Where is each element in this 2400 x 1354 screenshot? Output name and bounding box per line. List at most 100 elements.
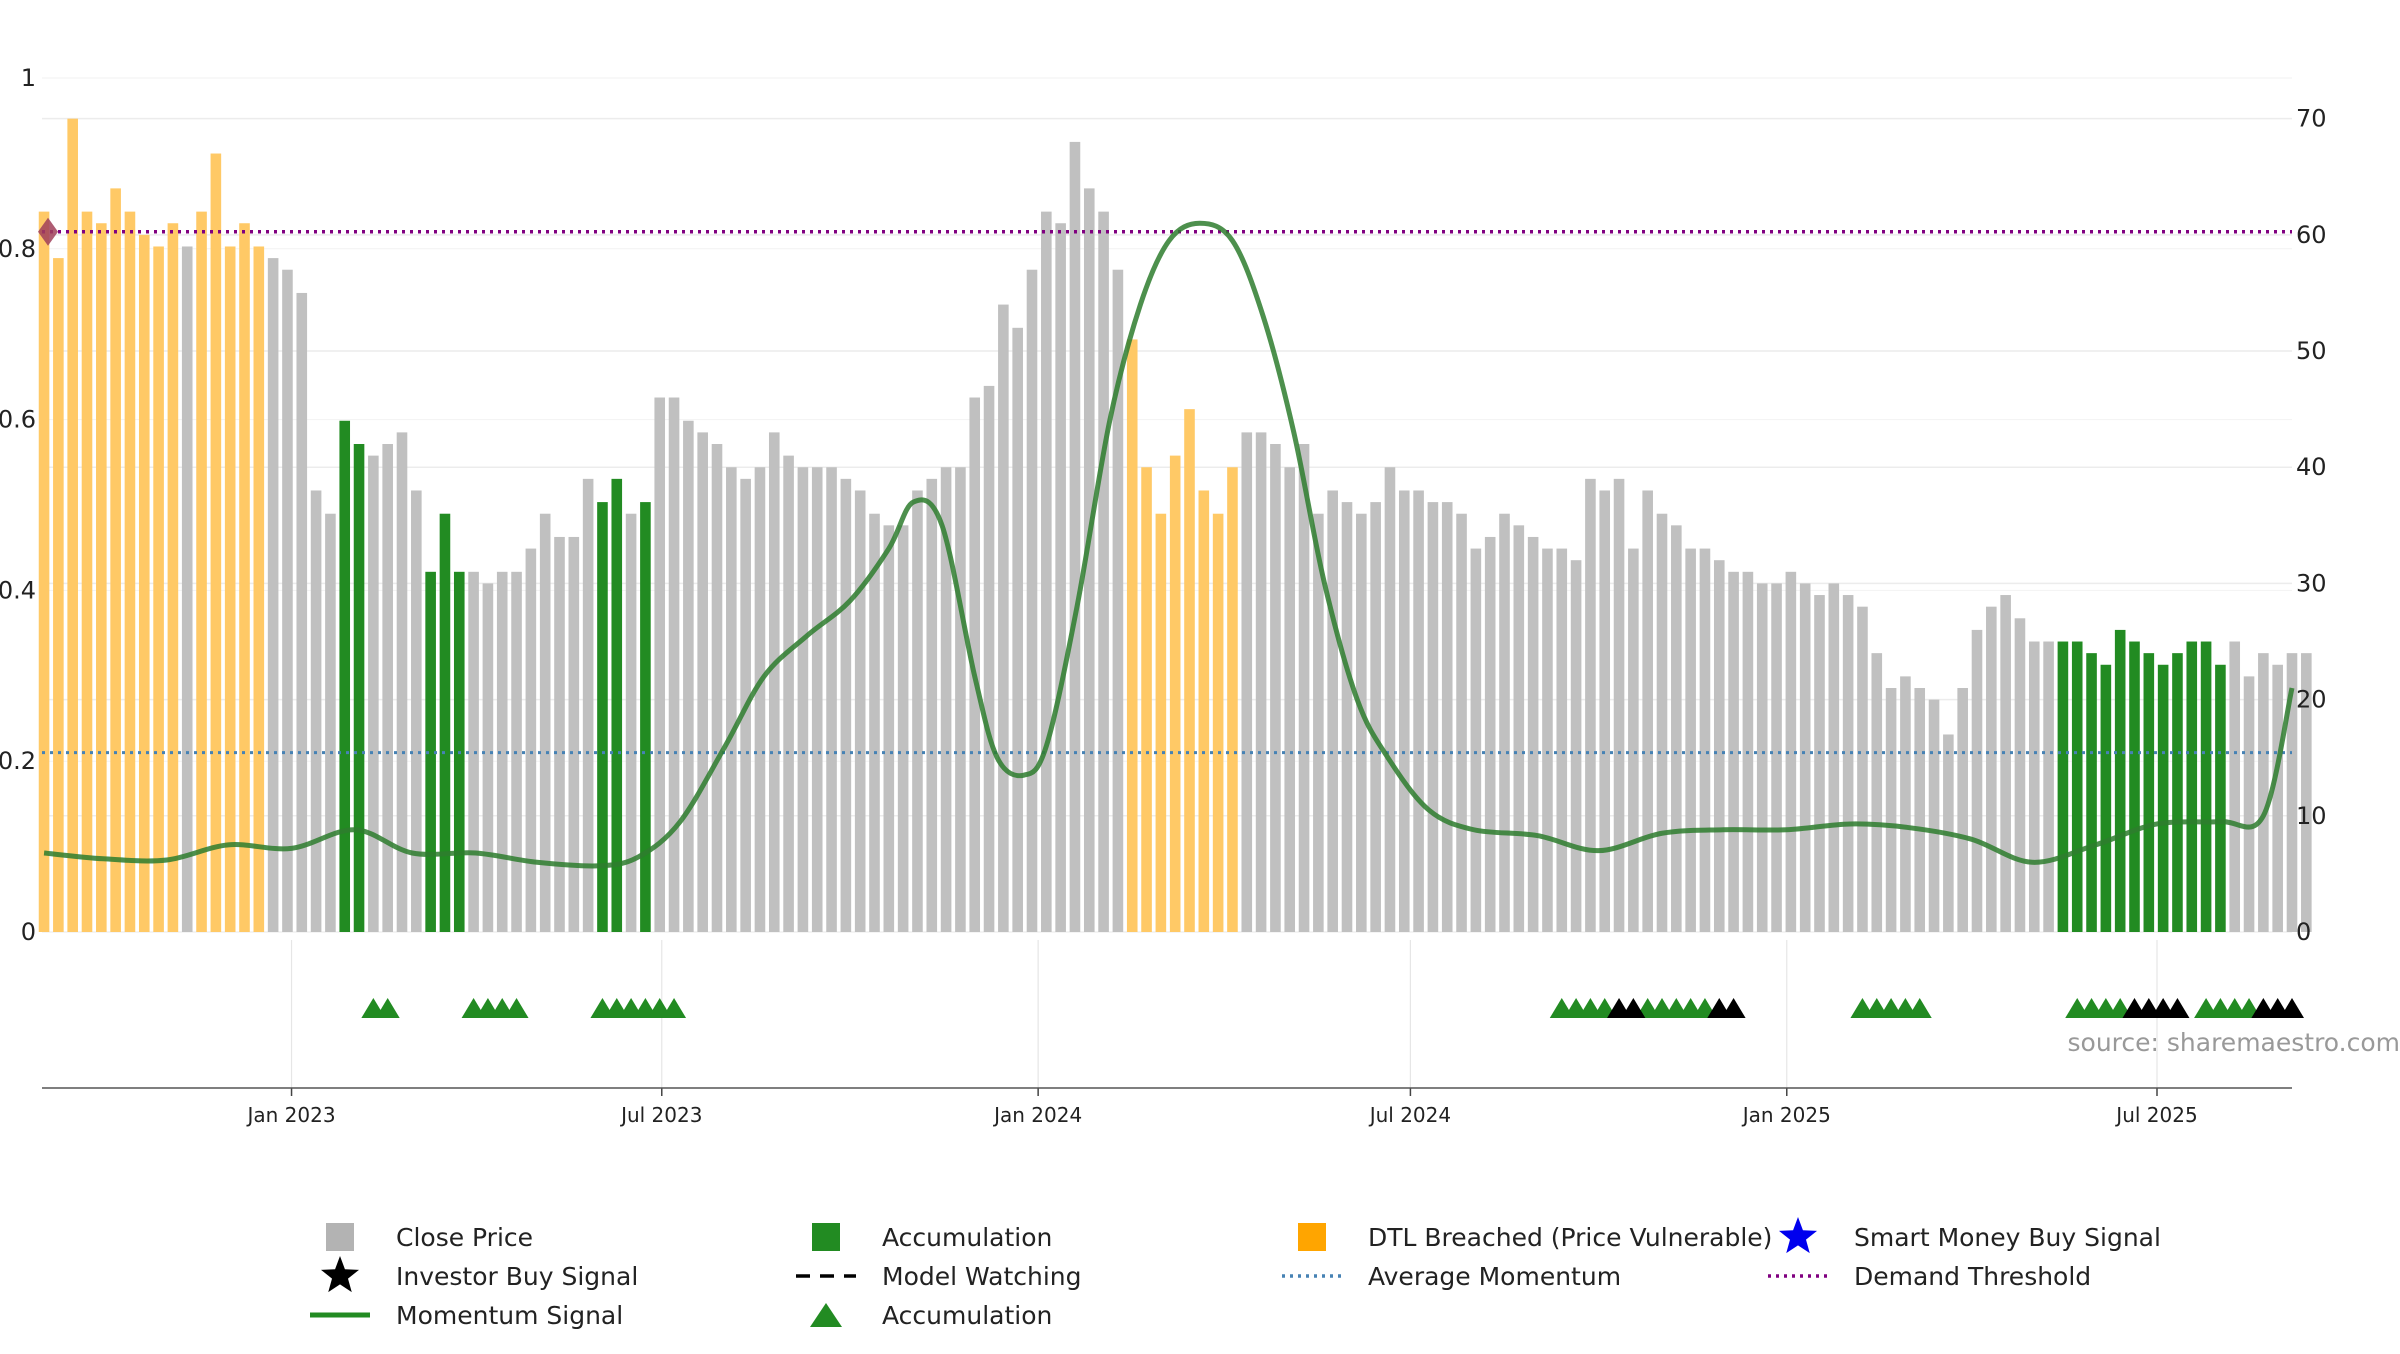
price-bar: [1055, 223, 1066, 932]
legend-item: Accumulation: [810, 1301, 1052, 1330]
price-bar: [1041, 212, 1052, 932]
price-bar: [1571, 560, 1582, 932]
left-axis-tick-label: 0: [21, 918, 36, 946]
bars-layer: [39, 119, 2312, 932]
price-bar: [912, 490, 923, 932]
price-bar: [1700, 549, 1711, 932]
price-bar: [1871, 653, 1882, 932]
price-bar: [153, 246, 164, 932]
right-axis-tick-label: 70: [2296, 105, 2327, 133]
price-bar: [1800, 583, 1811, 932]
legend-label: Close Price: [396, 1223, 533, 1252]
price-bar: [1012, 328, 1023, 932]
price-bar: [2186, 642, 2197, 932]
price-bar: [1642, 490, 1653, 932]
price-bar: [1957, 688, 1968, 932]
legend-label: DTL Breached (Price Vulnerable): [1368, 1223, 1772, 1252]
price-bar: [411, 490, 422, 932]
price-bar: [554, 537, 565, 932]
price-bar: [440, 514, 451, 932]
price-bar: [1728, 572, 1739, 932]
price-bar: [53, 258, 64, 932]
price-bar: [1471, 549, 1482, 932]
price-bar: [998, 305, 1009, 932]
price-bar: [1857, 607, 1868, 932]
price-bar: [1929, 700, 1940, 932]
x-axis-tick-label: Jan 2023: [245, 1103, 335, 1127]
x-axis-tick-label: Jul 2025: [2114, 1103, 2197, 1127]
price-bar: [1757, 583, 1768, 932]
price-bar: [39, 212, 50, 932]
price-bar: [96, 223, 107, 932]
legend-item: DTL Breached (Price Vulnerable): [1298, 1223, 1772, 1252]
price-bar: [1327, 490, 1338, 932]
price-bar: [282, 270, 293, 932]
price-bar: [1070, 142, 1081, 932]
price-bar: [1098, 212, 1109, 932]
price-bar: [1284, 467, 1295, 932]
legend: Close Price Accumulation DTL Breached (Pri…: [310, 1217, 2161, 1330]
price-bar: [2086, 653, 2097, 932]
price-bar: [783, 456, 794, 932]
price-bar: [2158, 665, 2169, 932]
price-bar: [2229, 642, 2240, 932]
price-bar: [1399, 490, 1410, 932]
legend-label: Average Momentum: [1368, 1262, 1621, 1291]
price-bar: [1370, 502, 1381, 932]
legend-item: Smart Money Buy Signal: [1854, 1223, 2161, 1252]
price-bar: [2215, 665, 2226, 932]
price-bar: [2144, 653, 2155, 932]
right-axis-tick-label: 10: [2296, 802, 2327, 830]
price-bar: [2015, 618, 2026, 932]
price-bar: [626, 514, 637, 932]
price-bar: [884, 525, 895, 932]
price-bar: [1270, 444, 1281, 932]
price-bar: [1914, 688, 1925, 932]
price-bar: [1413, 490, 1424, 932]
price-bar: [1900, 676, 1911, 932]
price-bar: [955, 467, 966, 932]
price-bar: [1385, 467, 1396, 932]
momentum-signal-line: [44, 223, 2292, 866]
price-bar: [898, 525, 909, 932]
price-bar: [1685, 549, 1696, 932]
price-bar: [1628, 549, 1639, 932]
price-bar: [569, 537, 580, 932]
price-bar: [1599, 490, 1610, 932]
legend-square-icon: [326, 1223, 354, 1251]
price-bar: [1442, 502, 1453, 932]
price-bar: [397, 432, 408, 932]
price-bar: [2129, 642, 2140, 932]
legend-label: Investor Buy Signal: [396, 1262, 638, 1291]
legend-label: Smart Money Buy Signal: [1854, 1223, 2161, 1252]
legend-item: Investor Buy Signal: [396, 1262, 638, 1291]
price-bar: [726, 467, 737, 932]
left-axis-tick-label: 0.8: [0, 235, 36, 263]
price-bar: [468, 572, 479, 932]
price-bar: [168, 223, 179, 932]
left-axis-tick-label: 0.2: [0, 747, 36, 775]
price-bar: [1184, 409, 1195, 932]
price-bar: [755, 467, 766, 932]
price-bar: [1542, 549, 1553, 932]
price-bar: [1972, 630, 1983, 932]
price-bar: [2101, 665, 2112, 932]
right-axis-tick-label: 60: [2296, 221, 2327, 249]
price-bar: [1456, 514, 1467, 932]
price-bar: [683, 421, 694, 932]
price-bar: [2043, 642, 2054, 932]
price-bar: [368, 456, 379, 932]
legend-star-icon: [1779, 1217, 1817, 1253]
price-bar: [1514, 525, 1525, 932]
price-bar: [798, 467, 809, 932]
price-bar: [1170, 456, 1181, 932]
price-bar: [1213, 514, 1224, 932]
price-bar: [325, 514, 336, 932]
price-bar: [1671, 525, 1682, 932]
price-bar: [526, 549, 537, 932]
x-axis-tick-label: Jul 2024: [1368, 1103, 1451, 1127]
legend-item: Average Momentum: [1282, 1262, 1621, 1291]
price-bar: [697, 432, 708, 932]
price-bar: [841, 479, 852, 932]
legend-item: Momentum Signal: [310, 1301, 623, 1330]
